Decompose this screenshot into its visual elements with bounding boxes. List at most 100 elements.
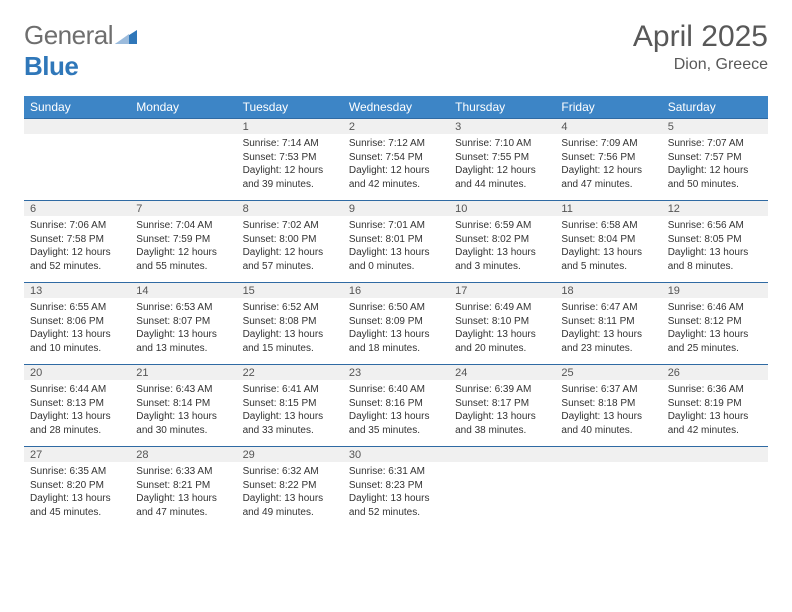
daylight-text: Daylight: 13 hours and 49 minutes. (243, 492, 337, 519)
calendar-cell: 11Sunrise: 6:58 AMSunset: 8:04 PMDayligh… (555, 200, 661, 282)
sunrise-text: Sunrise: 6:46 AM (668, 301, 762, 315)
day-info: Sunrise: 6:32 AMSunset: 8:22 PMDaylight:… (237, 462, 343, 523)
daylight-text: Daylight: 13 hours and 40 minutes. (561, 410, 655, 437)
sunrise-text: Sunrise: 6:35 AM (30, 465, 124, 479)
sunset-text: Sunset: 8:18 PM (561, 397, 655, 411)
calendar-row: 13Sunrise: 6:55 AMSunset: 8:06 PMDayligh… (24, 282, 768, 364)
daylight-text: Daylight: 13 hours and 15 minutes. (243, 328, 337, 355)
sunset-text: Sunset: 7:59 PM (136, 233, 230, 247)
sunset-text: Sunset: 8:16 PM (349, 397, 443, 411)
day-info: Sunrise: 6:56 AMSunset: 8:05 PMDaylight:… (662, 216, 768, 277)
sunset-text: Sunset: 8:22 PM (243, 479, 337, 493)
weekday-header-row: Sunday Monday Tuesday Wednesday Thursday… (24, 96, 768, 118)
weekday-header: Friday (555, 96, 661, 118)
day-info: Sunrise: 6:52 AMSunset: 8:08 PMDaylight:… (237, 298, 343, 359)
sunset-text: Sunset: 7:54 PM (349, 151, 443, 165)
calendar-cell: 29Sunrise: 6:32 AMSunset: 8:22 PMDayligh… (237, 446, 343, 528)
sunset-text: Sunset: 8:06 PM (30, 315, 124, 329)
day-info: Sunrise: 7:02 AMSunset: 8:00 PMDaylight:… (237, 216, 343, 277)
daylight-text: Daylight: 13 hours and 38 minutes. (455, 410, 549, 437)
daylight-text: Daylight: 13 hours and 25 minutes. (668, 328, 762, 355)
day-number: 26 (662, 364, 768, 380)
sunrise-text: Sunrise: 6:44 AM (30, 383, 124, 397)
day-info: Sunrise: 7:14 AMSunset: 7:53 PMDaylight:… (237, 134, 343, 195)
sunset-text: Sunset: 8:20 PM (30, 479, 124, 493)
daylight-text: Daylight: 12 hours and 39 minutes. (243, 164, 337, 191)
day-info: Sunrise: 7:01 AMSunset: 8:01 PMDaylight:… (343, 216, 449, 277)
calendar-cell: 23Sunrise: 6:40 AMSunset: 8:16 PMDayligh… (343, 364, 449, 446)
daylight-text: Daylight: 12 hours and 42 minutes. (349, 164, 443, 191)
day-number: 28 (130, 446, 236, 462)
day-info: Sunrise: 7:12 AMSunset: 7:54 PMDaylight:… (343, 134, 449, 195)
day-info (555, 462, 661, 518)
day-info: Sunrise: 6:50 AMSunset: 8:09 PMDaylight:… (343, 298, 449, 359)
sunrise-text: Sunrise: 6:36 AM (668, 383, 762, 397)
daylight-text: Daylight: 13 hours and 47 minutes. (136, 492, 230, 519)
sunset-text: Sunset: 7:55 PM (455, 151, 549, 165)
calendar-cell: 9Sunrise: 7:01 AMSunset: 8:01 PMDaylight… (343, 200, 449, 282)
day-number: 15 (237, 282, 343, 298)
day-info: Sunrise: 7:04 AMSunset: 7:59 PMDaylight:… (130, 216, 236, 277)
sunrise-text: Sunrise: 6:43 AM (136, 383, 230, 397)
calendar-cell: 20Sunrise: 6:44 AMSunset: 8:13 PMDayligh… (24, 364, 130, 446)
day-number: 24 (449, 364, 555, 380)
brand-name: GeneralBlue (24, 20, 137, 82)
calendar-cell: 18Sunrise: 6:47 AMSunset: 8:11 PMDayligh… (555, 282, 661, 364)
day-number: 11 (555, 200, 661, 216)
calendar-row: 1Sunrise: 7:14 AMSunset: 7:53 PMDaylight… (24, 118, 768, 200)
sunrise-text: Sunrise: 7:06 AM (30, 219, 124, 233)
sunset-text: Sunset: 8:01 PM (349, 233, 443, 247)
sunset-text: Sunset: 8:09 PM (349, 315, 443, 329)
brand-name-part2: Blue (24, 51, 78, 81)
daylight-text: Daylight: 13 hours and 18 minutes. (349, 328, 443, 355)
daylight-text: Daylight: 13 hours and 10 minutes. (30, 328, 124, 355)
header: GeneralBlue April 2025 Dion, Greece (24, 20, 768, 82)
sunrise-text: Sunrise: 7:02 AM (243, 219, 337, 233)
day-info: Sunrise: 6:40 AMSunset: 8:16 PMDaylight:… (343, 380, 449, 441)
calendar-cell: 2Sunrise: 7:12 AMSunset: 7:54 PMDaylight… (343, 118, 449, 200)
sunrise-text: Sunrise: 6:56 AM (668, 219, 762, 233)
day-info (130, 134, 236, 190)
day-number: 9 (343, 200, 449, 216)
calendar-cell (662, 446, 768, 528)
day-number: 21 (130, 364, 236, 380)
weekday-header: Wednesday (343, 96, 449, 118)
weekday-header: Monday (130, 96, 236, 118)
sunset-text: Sunset: 8:15 PM (243, 397, 337, 411)
day-info: Sunrise: 6:39 AMSunset: 8:17 PMDaylight:… (449, 380, 555, 441)
calendar-table: Sunday Monday Tuesday Wednesday Thursday… (24, 96, 768, 528)
sunrise-text: Sunrise: 6:31 AM (349, 465, 443, 479)
daylight-text: Daylight: 13 hours and 13 minutes. (136, 328, 230, 355)
daylight-text: Daylight: 13 hours and 45 minutes. (30, 492, 124, 519)
sunrise-text: Sunrise: 6:53 AM (136, 301, 230, 315)
sunset-text: Sunset: 7:57 PM (668, 151, 762, 165)
daylight-text: Daylight: 13 hours and 52 minutes. (349, 492, 443, 519)
day-info (449, 462, 555, 518)
calendar-cell: 28Sunrise: 6:33 AMSunset: 8:21 PMDayligh… (130, 446, 236, 528)
sunrise-text: Sunrise: 7:12 AM (349, 137, 443, 151)
day-info (24, 134, 130, 190)
calendar-cell: 8Sunrise: 7:02 AMSunset: 8:00 PMDaylight… (237, 200, 343, 282)
sunrise-text: Sunrise: 6:40 AM (349, 383, 443, 397)
calendar-cell (449, 446, 555, 528)
calendar-cell: 17Sunrise: 6:49 AMSunset: 8:10 PMDayligh… (449, 282, 555, 364)
daylight-text: Daylight: 13 hours and 8 minutes. (668, 246, 762, 273)
day-info: Sunrise: 6:31 AMSunset: 8:23 PMDaylight:… (343, 462, 449, 523)
daylight-text: Daylight: 13 hours and 30 minutes. (136, 410, 230, 437)
calendar-cell: 14Sunrise: 6:53 AMSunset: 8:07 PMDayligh… (130, 282, 236, 364)
day-number: 18 (555, 282, 661, 298)
sunrise-text: Sunrise: 6:49 AM (455, 301, 549, 315)
sunset-text: Sunset: 8:13 PM (30, 397, 124, 411)
sunset-text: Sunset: 8:08 PM (243, 315, 337, 329)
calendar-cell: 10Sunrise: 6:59 AMSunset: 8:02 PMDayligh… (449, 200, 555, 282)
day-info: Sunrise: 6:43 AMSunset: 8:14 PMDaylight:… (130, 380, 236, 441)
sunset-text: Sunset: 8:19 PM (668, 397, 762, 411)
day-number: 7 (130, 200, 236, 216)
day-info: Sunrise: 6:58 AMSunset: 8:04 PMDaylight:… (555, 216, 661, 277)
sunset-text: Sunset: 8:07 PM (136, 315, 230, 329)
sunrise-text: Sunrise: 6:41 AM (243, 383, 337, 397)
calendar-cell: 25Sunrise: 6:37 AMSunset: 8:18 PMDayligh… (555, 364, 661, 446)
sunrise-text: Sunrise: 6:39 AM (455, 383, 549, 397)
sunset-text: Sunset: 8:12 PM (668, 315, 762, 329)
day-number: 3 (449, 118, 555, 134)
